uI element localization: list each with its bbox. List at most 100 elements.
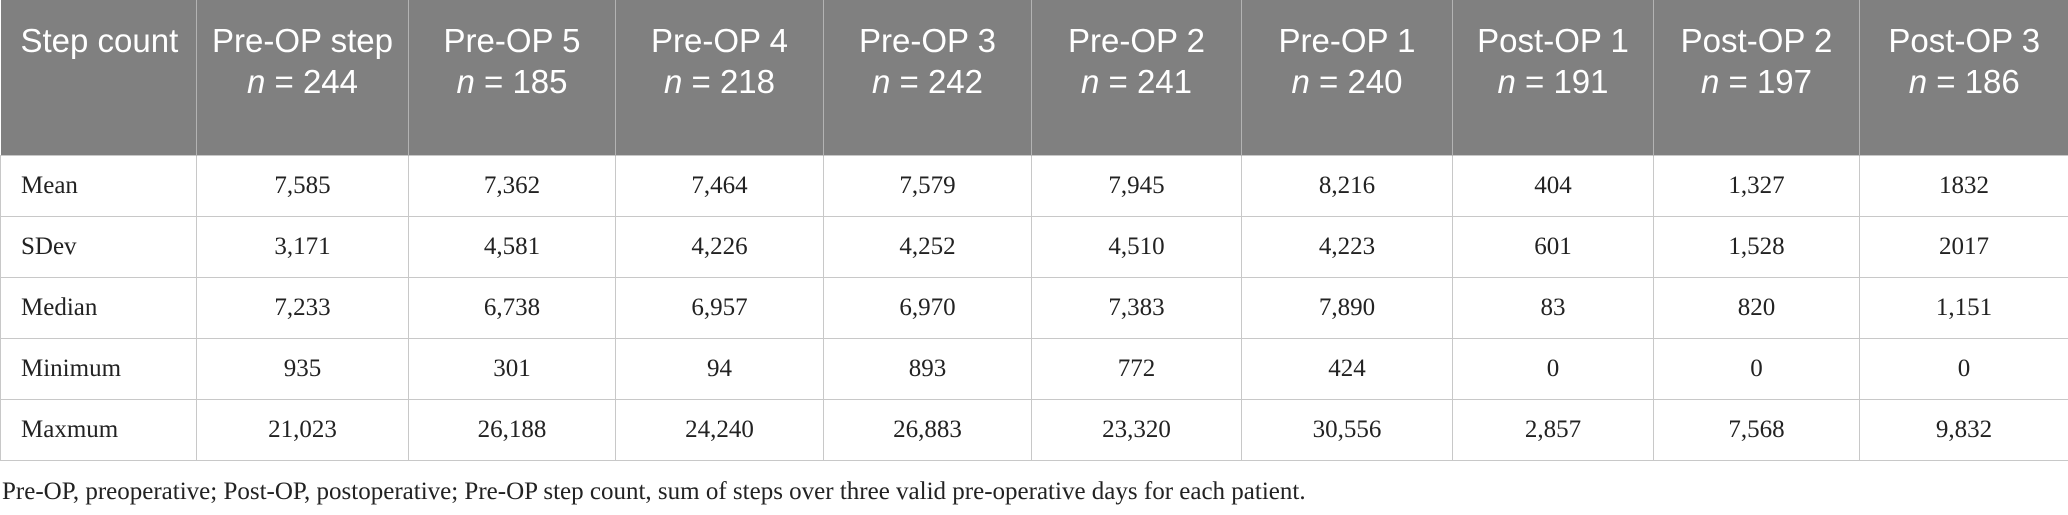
table-cell: 4,226 xyxy=(615,215,824,278)
sample-size-value: 191 xyxy=(1553,63,1609,100)
row-label: Maxmum xyxy=(0,398,197,461)
sample-size-value: 185 xyxy=(512,63,568,100)
row-label-header: Step count xyxy=(0,0,197,155)
column-header-label: Pre-OP 2 xyxy=(1068,22,1205,59)
column-header-label: Pre-OP 3 xyxy=(859,22,996,59)
table-cell: 601 xyxy=(1452,215,1654,278)
table-row: Mean 7,585 7,362 7,464 7,579 7,945 8,216 404 1,3… xyxy=(0,154,2068,217)
table-cell: 7,585 xyxy=(196,154,409,217)
table-row: SDev 3,171 4,581 4,226 4,252 4,510 4,223 601 1,5… xyxy=(0,215,2068,278)
table-cell: 7,233 xyxy=(196,276,409,339)
sample-size: n = 197 xyxy=(1660,61,1853,102)
sample-size-value: 218 xyxy=(719,63,776,100)
table-cell: 7,890 xyxy=(1241,276,1453,339)
sample-size-equals: = xyxy=(1309,63,1348,100)
table-cell: 4,510 xyxy=(1031,215,1242,278)
column-header-label: Pre-OP 1 xyxy=(1278,22,1416,59)
table-cell: 1,151 xyxy=(1859,276,2068,339)
sample-size-symbol: n xyxy=(1497,63,1516,100)
row-label: Mean xyxy=(0,154,197,217)
table-footnote: Pre-OP, preoperative; Post-OP, postopera… xyxy=(2,478,1306,505)
column-header-label: Pre-OP step xyxy=(212,22,393,59)
table-cell: 404 xyxy=(1452,154,1654,217)
table-cell: 6,957 xyxy=(615,276,824,339)
table-cell: 24,240 xyxy=(615,398,824,461)
sample-size-symbol: n xyxy=(1080,63,1100,100)
table-cell: 4,223 xyxy=(1241,215,1453,278)
sample-size: n = 244 xyxy=(203,61,402,102)
table-row: Minimum 935 301 94 893 772 424 0 0 0 xyxy=(0,337,2068,400)
sample-size-symbol: n xyxy=(871,63,891,100)
sample-size: n = 240 xyxy=(1248,61,1446,102)
sample-size-symbol: n xyxy=(663,63,683,100)
table-cell: 83 xyxy=(1452,276,1654,339)
table-cell: 424 xyxy=(1241,337,1453,400)
sample-size-value: 186 xyxy=(1964,63,2020,100)
sample-size-equals: = xyxy=(682,63,720,100)
table-cell: 1,528 xyxy=(1653,215,1860,278)
column-header-label: Pre-OP 5 xyxy=(443,22,581,59)
table-cell: 26,883 xyxy=(823,398,1032,461)
sample-size-equals: = xyxy=(474,63,513,100)
table-cell: 772 xyxy=(1031,337,1242,400)
table-cell: 893 xyxy=(823,337,1032,400)
table-cell: 0 xyxy=(1653,337,1860,400)
table-cell: 1832 xyxy=(1859,154,2068,217)
sample-size-value: 240 xyxy=(1347,63,1403,100)
column-header-label: Post-OP 1 xyxy=(1477,22,1629,59)
table-cell: 23,320 xyxy=(1031,398,1242,461)
table-cell: 3,171 xyxy=(196,215,409,278)
sample-size-equals: = xyxy=(1719,63,1757,100)
table-cell: 8,216 xyxy=(1241,154,1453,217)
sample-size-equals: = xyxy=(265,63,303,100)
table-cell: 21,023 xyxy=(196,398,409,461)
sample-size: n = 185 xyxy=(415,61,609,102)
sample-size: n = 241 xyxy=(1038,61,1235,102)
table-cell: 9,832 xyxy=(1859,398,2068,461)
sample-size-symbol: n xyxy=(456,63,475,100)
sample-size: n = 242 xyxy=(830,61,1025,102)
sample-size-equals: = xyxy=(1515,63,1554,100)
table-cell: 1,327 xyxy=(1653,154,1860,217)
table-cell: 935 xyxy=(196,337,409,400)
row-label: SDev xyxy=(0,215,197,278)
table-cell: 7,579 xyxy=(823,154,1032,217)
column-header-label: Step count xyxy=(20,22,179,59)
sample-size-value: 242 xyxy=(927,63,984,100)
sample-size-value: 197 xyxy=(1756,63,1813,100)
table-row: Median 7,233 6,738 6,957 6,970 7,383 7,890 83 82… xyxy=(0,276,2068,339)
column-header-label: Post-OP 2 xyxy=(1680,22,1833,59)
table-cell: 26,188 xyxy=(408,398,616,461)
table-cell: 7,362 xyxy=(408,154,616,217)
row-label: Minimum xyxy=(0,337,197,400)
column-header: Pre-OP step n = 244 xyxy=(196,0,409,155)
table-cell: 2017 xyxy=(1859,215,2068,278)
sample-size: n = 218 xyxy=(622,61,817,102)
table-cell: 2,857 xyxy=(1452,398,1654,461)
sample-size-value: 241 xyxy=(1136,63,1193,100)
sample-size-symbol: n xyxy=(1908,63,1928,100)
table-cell: 4,252 xyxy=(823,215,1032,278)
column-header-label: Pre-OP 4 xyxy=(651,22,788,59)
sample-size: n = 191 xyxy=(1459,61,1647,102)
table-cell: 0 xyxy=(1452,337,1654,400)
table-cell: 6,738 xyxy=(408,276,616,339)
table-cell: 94 xyxy=(615,337,824,400)
sample-size-symbol: n xyxy=(246,63,266,100)
sample-size-equals: = xyxy=(1927,63,1965,100)
table-cell: 7,568 xyxy=(1653,398,1860,461)
table-cell: 301 xyxy=(408,337,616,400)
sample-size: n = 186 xyxy=(1866,61,2063,102)
table-cell: 7,383 xyxy=(1031,276,1242,339)
sample-size-symbol: n xyxy=(1700,63,1720,100)
column-header-label: Post-OP 3 xyxy=(1888,22,2041,59)
table-body: Mean 7,585 7,362 7,464 7,579 7,945 8,216 404 1,3… xyxy=(0,154,2068,461)
table-row: Maxmum 21,023 26,188 24,240 26,883 23,320 30,5… xyxy=(0,398,2068,461)
table-cell: 7,945 xyxy=(1031,154,1242,217)
